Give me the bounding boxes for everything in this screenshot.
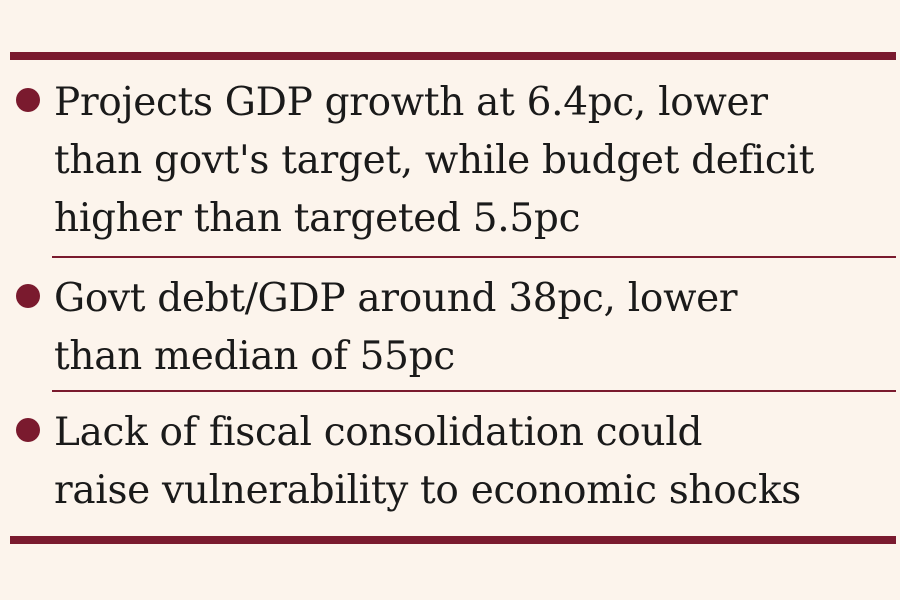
bullet-item: Projects GDP growth at 6.4pc, lower than… [12,74,892,248]
bullet-item: Govt debt/GDP around 38pc, lower than me… [12,270,892,386]
bullet-text-line: than govt's target, while budget deficit [54,138,814,183]
bullet-text-line: than median of 55pc [54,334,455,379]
divider-rule [52,256,896,258]
bullet-dot-icon [16,284,40,308]
divider-rule [52,390,896,392]
bullet-text-line: higher than targeted 5.5pc [54,196,581,241]
bullet-text-line: Govt debt/GDP around 38pc, lower [54,276,738,321]
bottom-rule [10,536,896,544]
bullet-text-line: raise vulnerability to economic shocks [54,468,802,513]
bullet-text: Govt debt/GDP around 38pc, lower than me… [54,270,892,386]
bullet-item: Lack of fiscal consolidation could raise… [12,404,892,520]
bullet-dot-icon [16,418,40,442]
bullet-text-line: Lack of fiscal consolidation could [54,410,703,455]
bullet-text: Lack of fiscal consolidation could raise… [54,404,892,520]
top-rule [10,52,896,60]
bullet-text: Projects GDP growth at 6.4pc, lower than… [54,74,892,248]
bullet-text-line: Projects GDP growth at 6.4pc, lower [54,80,768,125]
bullet-dot-icon [16,88,40,112]
